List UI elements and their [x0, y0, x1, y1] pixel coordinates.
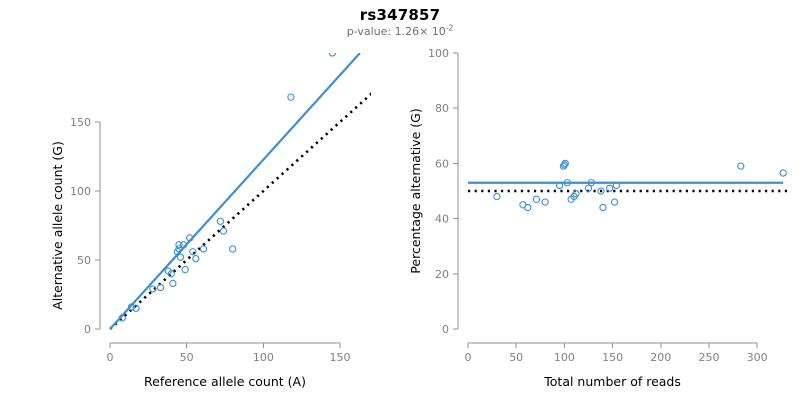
y-tick-label: 60 — [435, 157, 449, 170]
data-point — [118, 314, 126, 322]
data-point — [149, 285, 157, 293]
x-tick-label: 150 — [602, 351, 623, 364]
y-axis: 0 50 100 150 — [70, 116, 101, 336]
x-tick-label: 150 — [330, 351, 351, 364]
x-tick-label: 200 — [650, 351, 671, 364]
x-tick-label: 0 — [465, 351, 472, 364]
data-point — [169, 279, 177, 288]
reference-line — [109, 92, 371, 330]
data-point — [179, 241, 188, 249]
x-tick-label: 300 — [747, 351, 768, 364]
y-tick-label: 20 — [435, 268, 449, 281]
data-point — [597, 187, 605, 195]
x-axis-title: Reference allele count (A) — [144, 374, 306, 389]
x-tick-label: 0 — [107, 351, 114, 364]
data-point — [560, 161, 569, 169]
y-tick-label: 100 — [428, 47, 449, 60]
x-tick-label: 100 — [554, 351, 575, 364]
data-point — [219, 227, 228, 235]
data-point — [181, 266, 189, 274]
data-point — [493, 192, 501, 201]
y-tick-label: 100 — [70, 185, 91, 198]
data-points — [493, 159, 787, 212]
data-point — [555, 181, 564, 190]
data-point — [612, 181, 621, 190]
data-point — [779, 169, 787, 177]
p-value-exponent: -2 — [445, 23, 454, 33]
data-point — [189, 248, 197, 256]
y-tick-label: 150 — [70, 116, 91, 129]
data-point — [561, 159, 569, 168]
p-value-subtitle: p-value: 1.26× 10-2 — [0, 23, 800, 38]
data-point — [156, 283, 165, 292]
data-point — [175, 241, 183, 249]
data-point — [167, 270, 175, 278]
y-tick-label: 80 — [435, 102, 449, 115]
fitted-line — [109, 53, 361, 330]
y-tick-label: 40 — [435, 213, 449, 226]
y-tick-label: 0 — [442, 323, 449, 336]
data-point — [216, 217, 225, 226]
data-point — [199, 245, 208, 253]
data-point — [606, 184, 614, 192]
data-point — [287, 93, 295, 101]
data-point — [587, 179, 596, 187]
x-tick-label: 50 — [509, 351, 523, 364]
x-axis-title: Total number of reads — [543, 374, 681, 389]
y-axis: 0 20 40 60 80 100 — [428, 47, 459, 336]
x-tick-label: 100 — [253, 351, 274, 364]
data-point — [541, 198, 549, 206]
y-axis-title: Percentage alternative (G) — [408, 108, 423, 273]
x-axis: 0 50 100 150 — [107, 342, 351, 364]
data-point — [175, 245, 183, 253]
y-tick-label: 0 — [84, 323, 91, 336]
data-point — [599, 203, 607, 212]
page-title: rs347857 — [359, 6, 441, 24]
data-point — [229, 245, 237, 253]
data-point — [563, 179, 571, 187]
x-axis: 0 50 100 150 200 250 300 — [465, 342, 768, 364]
x-tick-label: 50 — [180, 351, 194, 364]
data-point — [192, 254, 200, 263]
data-point — [532, 195, 541, 203]
data-point — [610, 198, 619, 206]
x-tick-label: 250 — [698, 351, 719, 364]
data-point — [132, 304, 140, 312]
data-point — [524, 203, 532, 212]
p-value-text: p-value: 1.26× 10 — [346, 25, 446, 38]
data-point — [737, 162, 745, 170]
data-point — [127, 303, 136, 311]
y-axis-title: Alternative allele count (G) — [50, 141, 65, 310]
data-point — [186, 234, 194, 242]
data-point — [328, 53, 336, 57]
y-tick-label: 50 — [77, 254, 91, 267]
data-point — [572, 190, 580, 198]
data-point — [584, 184, 593, 192]
data-points — [118, 53, 336, 322]
data-point — [176, 253, 185, 261]
